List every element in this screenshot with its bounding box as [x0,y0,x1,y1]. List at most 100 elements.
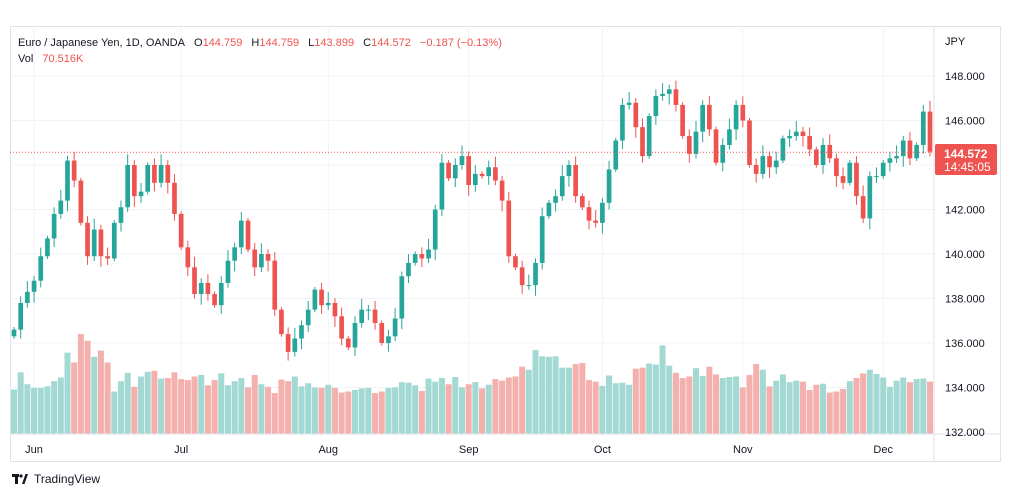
candle-body[interactable] [606,169,612,203]
candle-body[interactable] [71,160,77,181]
candle-body[interactable] [459,156,465,165]
candle-body[interactable] [693,131,699,154]
candle-body[interactable] [85,222,90,257]
candle-body[interactable] [305,309,311,326]
candle-body[interactable] [198,282,204,295]
candle-body[interactable] [372,309,378,323]
candle-body[interactable] [312,289,318,310]
candle-body[interactable] [145,165,151,192]
time-axis[interactable]: Jun Jul Aug Sep Oct Nov Dec [25,444,893,456]
candle-body[interactable] [379,322,385,343]
candle-body[interactable] [205,282,211,295]
candle-body[interactable] [165,165,171,183]
candle-body[interactable] [285,334,291,352]
candle-body[interactable] [359,309,365,323]
candle-body[interactable] [406,262,411,277]
candle-body[interactable] [767,156,772,168]
candle-body[interactable] [486,167,492,177]
candle-body[interactable] [18,302,24,330]
candle-body[interactable] [78,180,84,223]
candle-body[interactable] [225,260,231,283]
candle-body[interactable] [559,176,565,197]
candle-body[interactable] [860,196,866,219]
candle-body[interactable] [386,336,391,343]
candle-body[interactable] [533,262,538,286]
candle-body[interactable] [626,102,632,105]
candle-body[interactable] [98,229,104,257]
candle-body[interactable] [820,144,826,165]
candle-body[interactable] [31,280,37,292]
candle-body[interactable] [345,338,351,348]
candle-body[interactable] [854,162,859,197]
candle-body[interactable] [25,291,30,303]
candle-body[interactable] [900,140,906,157]
candle-body[interactable] [125,165,131,208]
candle-body[interactable] [172,182,177,214]
candle-body[interactable] [259,254,264,268]
candle-body[interactable] [579,196,585,208]
candle-body[interactable] [91,229,97,257]
candle-body[interactable] [920,111,926,145]
candle-body[interactable] [620,104,625,141]
candle-body[interactable] [218,282,224,306]
candle-body[interactable] [666,89,672,94]
candle-body[interactable] [105,256,110,259]
candle-body[interactable] [526,285,532,287]
candle-body[interactable] [613,140,619,170]
candle-body[interactable] [834,158,839,177]
candle-body[interactable] [432,209,438,250]
candle-body[interactable] [466,156,471,186]
candle-body[interactable] [800,131,806,137]
candle-body[interactable] [152,165,157,183]
price-axis[interactable]: 148.000146.000144.000142.000140.000138.0… [945,71,985,439]
candle-body[interactable] [760,156,766,174]
candle-body[interactable] [292,338,298,352]
candle-body[interactable] [887,158,893,163]
candle-body[interactable] [793,131,799,137]
candle-body[interactable] [780,138,786,161]
candle-body[interactable] [138,191,144,197]
candle-body[interactable] [58,200,64,214]
candle-body[interactable] [499,180,505,201]
symbol-title[interactable]: Euro / Japanese Yen, 1D, OANDA [18,37,185,49]
candle-body[interactable] [874,176,879,178]
candle-body[interactable] [586,207,592,221]
candle-body[interactable] [111,222,117,259]
candle-body[interactable] [65,160,70,201]
candle-body[interactable] [419,254,425,259]
candle-body[interactable] [733,104,739,130]
candle-body[interactable] [265,254,271,261]
candle-body[interactable] [132,165,137,197]
candle-body[interactable] [593,220,599,223]
candle-body[interactable] [426,249,431,259]
candle-body[interactable] [847,162,853,183]
candle-body[interactable] [479,173,485,177]
candle-body[interactable] [740,104,746,121]
candle-body[interactable] [653,96,659,117]
candle-body[interactable] [867,176,873,219]
candle-body[interactable] [212,294,217,306]
candle-body[interactable] [713,129,719,163]
candle-body[interactable] [245,220,251,250]
candle-body[interactable] [299,325,304,339]
candle-body[interactable] [519,267,525,286]
candle-body[interactable] [827,144,833,159]
candle-body[interactable] [332,302,338,317]
candle-body[interactable] [399,276,405,319]
candle-body[interactable] [660,93,665,97]
candle-body[interactable] [452,165,458,179]
candle-body[interactable] [352,322,358,348]
candle-body[interactable] [646,116,652,157]
candle-body[interactable] [700,104,706,132]
candle-body[interactable] [840,176,846,183]
candle-body[interactable] [566,165,572,177]
candle-body[interactable] [392,318,398,337]
candle-body[interactable] [927,111,933,152]
candle-body[interactable] [339,316,344,339]
candle-body[interactable] [753,165,759,174]
candle-body[interactable] [727,129,732,145]
candle-body[interactable] [546,202,552,217]
candle-body[interactable] [513,256,518,268]
candle-body[interactable] [279,309,284,335]
